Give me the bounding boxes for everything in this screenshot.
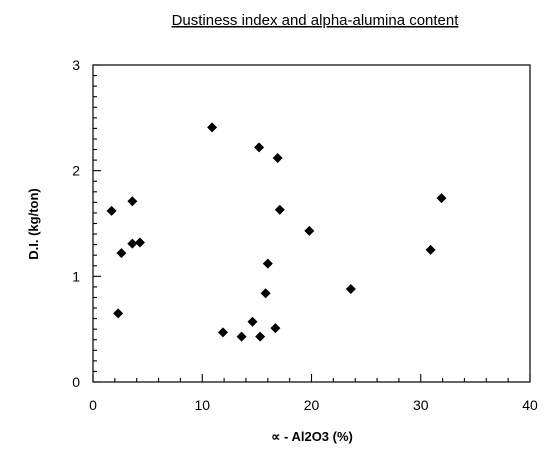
x-tick-label: 0: [89, 397, 97, 413]
data-point: [236, 331, 247, 342]
x-tick-label: 40: [522, 397, 538, 413]
data-point: [270, 323, 281, 334]
data-point: [425, 244, 436, 255]
chart-title: Dustiness index and alpha-alumina conten…: [172, 12, 460, 29]
y-tick-label: 0: [72, 374, 80, 390]
plot-frame: [92, 64, 531, 383]
data-point: [255, 331, 266, 342]
x-tick-label: 10: [194, 397, 210, 413]
data-point: [436, 193, 447, 204]
y-tick-label: 1: [72, 268, 80, 284]
x-axis-label: ∝ - Al2O3 (%): [271, 429, 353, 444]
data-point: [260, 288, 271, 299]
data-point: [127, 238, 138, 249]
data-point: [116, 248, 127, 259]
data-point: [262, 258, 273, 269]
data-point: [106, 205, 117, 216]
data-point: [304, 225, 315, 236]
axis-ticks: [92, 64, 531, 383]
data-point: [218, 327, 229, 338]
data-point: [134, 237, 145, 248]
data-point: [272, 152, 283, 163]
data-point: [254, 142, 265, 153]
axis-tick-labels: 0 10 20 30 40 0 1 2 3: [72, 57, 538, 413]
data-point: [207, 122, 218, 133]
data-point: [345, 284, 356, 295]
y-tick-label: 3: [72, 57, 80, 73]
data-point: [247, 316, 258, 327]
x-tick-label: 20: [304, 397, 320, 413]
y-tick-label: 2: [72, 163, 80, 179]
data-point: [127, 196, 138, 207]
y-axis-label: D.I. (kg/ton): [26, 188, 41, 260]
data-points: [106, 122, 447, 342]
data-point: [274, 204, 285, 215]
data-point: [113, 308, 124, 319]
x-tick-label: 30: [413, 397, 429, 413]
